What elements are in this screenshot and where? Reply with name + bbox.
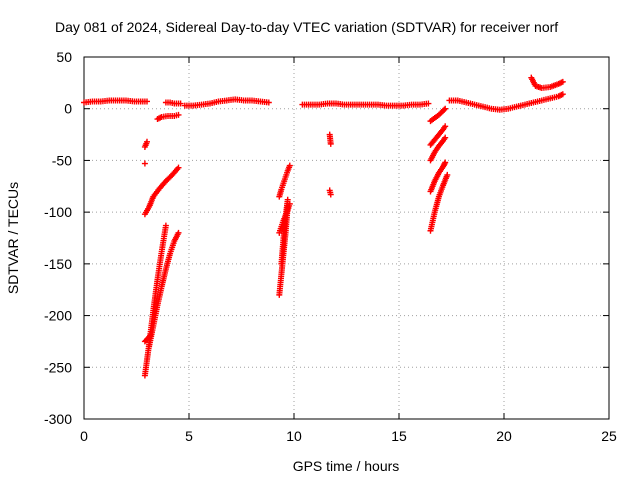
x-tick-label: 25 <box>601 428 617 444</box>
x-tick-label: 0 <box>80 428 88 444</box>
data-point <box>327 140 334 147</box>
data-point <box>286 162 293 169</box>
y-tick-label: -200 <box>44 308 72 324</box>
data-point <box>327 191 334 198</box>
x-axis-label: GPS time / hours <box>293 458 400 474</box>
y-tick-label: -100 <box>44 204 72 220</box>
x-tick-label: 5 <box>185 428 193 444</box>
data-point <box>175 229 182 236</box>
data-point <box>144 98 150 105</box>
y-tick-label: 50 <box>56 49 72 65</box>
x-tick-label: 15 <box>391 428 407 444</box>
data-point <box>442 123 449 130</box>
chart-title: Day 081 of 2024, Sidereal Day-to-day VTE… <box>55 19 558 35</box>
data-point <box>162 222 169 229</box>
y-tick-label: -150 <box>44 256 72 272</box>
data-point <box>265 99 272 106</box>
y-axis-label: SDTVAR / TECUs <box>5 182 21 294</box>
data-point <box>559 78 566 85</box>
data-point <box>286 200 293 207</box>
x-tick-label: 20 <box>496 428 512 444</box>
y-tick-label: -300 <box>44 411 72 427</box>
data-point <box>175 111 182 118</box>
y-tick-label: -50 <box>52 152 72 168</box>
x-tick-label: 10 <box>286 428 302 444</box>
data-point <box>441 106 448 113</box>
y-tick-label: 0 <box>64 101 72 117</box>
data-point <box>559 91 566 98</box>
axis-ticks: 0 5 10 15 20 25 50 0 -50 -100 -150 -200 -250 -300 <box>44 49 617 444</box>
data-point <box>175 164 182 171</box>
data-point <box>442 105 449 112</box>
grid-lines <box>84 57 609 419</box>
data-point <box>141 160 148 167</box>
data-point <box>444 171 451 178</box>
data-point <box>177 100 184 107</box>
data-point <box>442 159 449 166</box>
data-point <box>144 138 150 145</box>
data-points <box>81 74 566 379</box>
data-point <box>425 100 432 107</box>
data-point <box>284 196 291 203</box>
data-point <box>442 134 449 141</box>
y-tick-label: -250 <box>44 359 72 375</box>
plot-frame <box>83 56 610 420</box>
